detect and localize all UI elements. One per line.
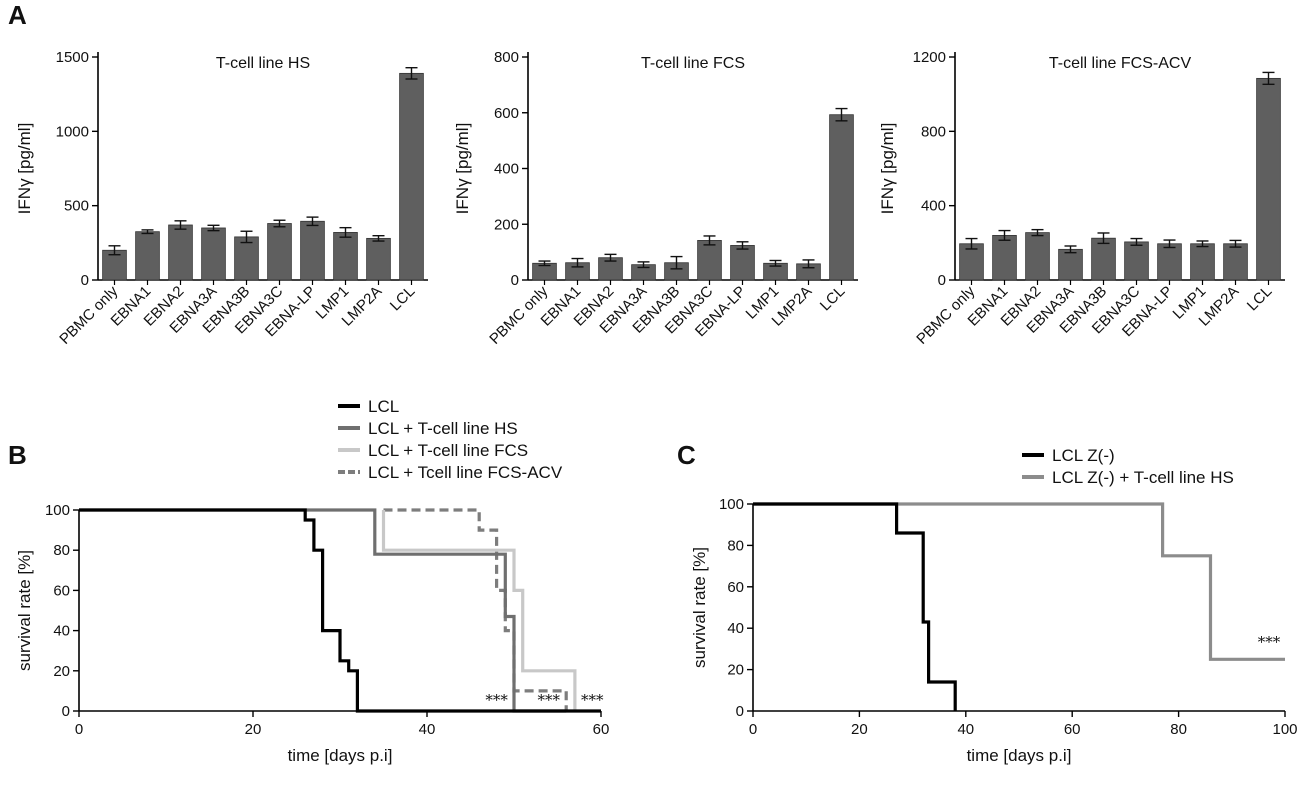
panel-letter-b: B [8,440,27,470]
y-tick-label: 80 [727,537,744,554]
significance-annotation: *** [538,691,561,709]
x-tick-label: 40 [419,721,436,738]
bar [730,245,755,281]
series-line [381,510,577,711]
y-tick-label: 500 [64,198,89,215]
y-tick-label: 40 [727,620,744,637]
significance-annotation: *** [485,691,508,709]
y-tick-label: 200 [494,216,519,233]
bar [300,220,325,281]
y-tick-label: 20 [727,662,744,679]
y-axis-label: IFNγ [pg/ml] [878,123,897,215]
x-tick-label: 0 [749,721,757,738]
chart-title: T-cell line FCS [641,55,745,72]
y-axis-label: IFNγ [pg/ml] [453,123,472,215]
panel-letter-a: A [8,0,27,30]
chart-title: T-cell line FCS-ACV [1049,55,1192,72]
legend-label: LCL + Tcell line FCS-ACV [368,463,563,482]
legend-label: LCL + T-cell line FCS [368,441,528,460]
series-line [79,508,601,713]
x-tick-label: 20 [851,721,868,738]
y-tick-label: 100 [45,502,70,519]
bar-chart-fcs-acv: 0 400 800 1200 T-cell line FCS-ACV IFNγ [pg/m… [878,49,1285,348]
x-tick-label: 20 [245,721,262,738]
y-tick-label: 800 [494,49,519,66]
bar [1190,243,1215,281]
significance-annotation: *** [1258,633,1281,651]
y-tick-label: 100 [719,496,744,513]
x-tick-label: LCL [387,283,418,314]
bar [201,227,226,281]
survival-chart-c: 0 20 40 60 80 100 0 20 40 60 80 100 time [days p.i] s… [690,446,1298,765]
y-tick-label: 0 [511,272,519,289]
bar [1025,232,1050,281]
series-line [753,502,957,711]
bar [234,236,259,281]
panel-letter-c: C [677,440,696,470]
y-tick-label: 20 [53,663,70,680]
bar [1091,237,1116,281]
y-tick-label: 0 [81,272,89,289]
y-tick-label: 0 [736,703,744,720]
y-axis-label: survival rate [%] [15,550,34,671]
bar [1223,243,1248,281]
x-tick-label: 60 [1064,721,1081,738]
x-tick-label: LCL [1244,283,1275,314]
y-tick-label: 60 [727,579,744,596]
legend-label: LCL Z(-) + T-cell line HS [1052,468,1234,487]
y-axis-label: survival rate [%] [690,547,709,668]
bar [135,231,160,281]
bar [267,223,292,281]
bar-chart-fcs: 0 200 400 600 800 T-cell line FCS IFNγ [pg/ml]… [453,49,858,348]
y-tick-label: 1200 [913,49,946,66]
y-tick-label: 40 [53,623,70,640]
legend-label: LCL + T-cell line HS [368,419,518,438]
survival-chart-b: 0 20 40 60 80 100 0 20 40 60 time [days p.i] surviv… [15,397,609,765]
y-tick-label: 80 [53,542,70,559]
x-tick-label: 80 [1170,721,1187,738]
x-tick-label: LCL [817,283,848,314]
x-tick-label: 0 [75,721,83,738]
y-tick-label: 400 [494,161,519,178]
bar [1058,248,1083,281]
y-tick-label: 800 [921,123,946,140]
significance-annotation: *** [581,691,604,709]
y-tick-label: 0 [62,703,70,720]
legend-label: LCL [368,397,399,416]
y-tick-label: 600 [494,105,519,122]
y-axis-label: IFNγ [pg/ml] [15,123,34,215]
series-line [753,502,1285,661]
bar [399,72,424,281]
y-tick-label: 1500 [56,49,89,66]
bar [1157,243,1182,281]
x-tick-label: 100 [1272,721,1297,738]
legend-label: LCL Z(-) [1052,446,1115,465]
bar [168,224,193,281]
bar [1124,241,1149,281]
bar [366,237,391,281]
bar [992,234,1017,281]
x-tick-label: 40 [957,721,974,738]
y-tick-label: 1000 [56,123,89,140]
bar [1256,77,1281,281]
y-tick-label: 0 [938,272,946,289]
x-axis-label: time [days p.i] [967,746,1072,765]
x-axis-label: time [days p.i] [288,746,393,765]
bar [829,114,854,281]
chart-title: T-cell line HS [216,55,310,72]
y-tick-label: 60 [53,582,70,599]
bar [697,240,722,281]
x-tick-label: 60 [593,721,610,738]
series-line [79,508,567,713]
bar [333,232,358,281]
y-tick-label: 400 [921,198,946,215]
series-line [383,508,568,711]
